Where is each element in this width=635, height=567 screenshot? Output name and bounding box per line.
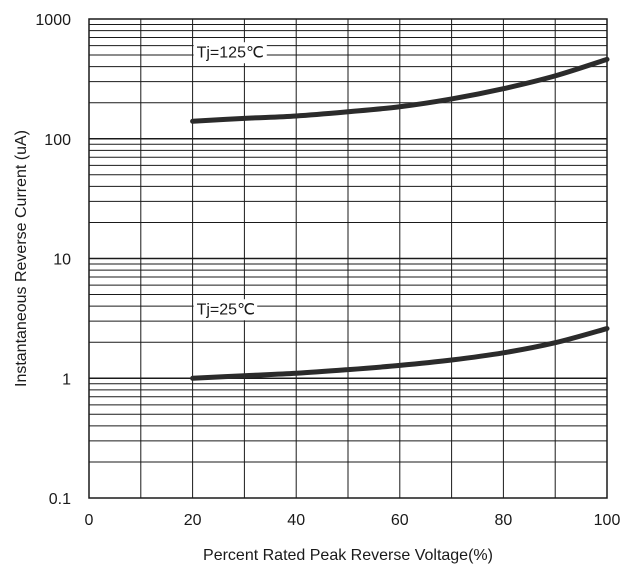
x-tick-label: 20 <box>184 512 202 529</box>
y-tick-label: 10 <box>53 252 71 269</box>
grid <box>89 19 607 498</box>
y-axis: 0.1 1 10 100 1000 <box>35 12 71 508</box>
series-label-0: Tj=125℃ <box>197 44 264 61</box>
y-tick-label: 1 <box>62 371 71 388</box>
x-axis: 0 20 40 60 80 100 <box>85 512 621 529</box>
y-axis-title: Instantaneous Reverse Current (uA) <box>13 130 30 387</box>
plot-area <box>88 18 608 499</box>
x-tick-label: 0 <box>85 512 94 529</box>
y-tick-label: 1000 <box>35 12 71 29</box>
series-line-0 <box>190 56 610 124</box>
series-label-background <box>193 299 258 321</box>
x-tick-label: 40 <box>287 512 305 529</box>
series-label-1: Tj=25℃ <box>197 301 255 318</box>
y-tick-label: 100 <box>44 132 71 149</box>
x-tick-label: 100 <box>594 512 621 529</box>
series-label-background <box>193 42 267 64</box>
x-tick-label: 60 <box>391 512 409 529</box>
series: Tj=125℃ Tj=25℃ <box>190 42 610 381</box>
x-tick-label: 80 <box>495 512 513 529</box>
series-line-1 <box>190 326 610 381</box>
x-axis-title: Percent Rated Peak Reverse Voltage(%) <box>203 547 493 564</box>
y-tick-label: 0.1 <box>49 491 71 508</box>
